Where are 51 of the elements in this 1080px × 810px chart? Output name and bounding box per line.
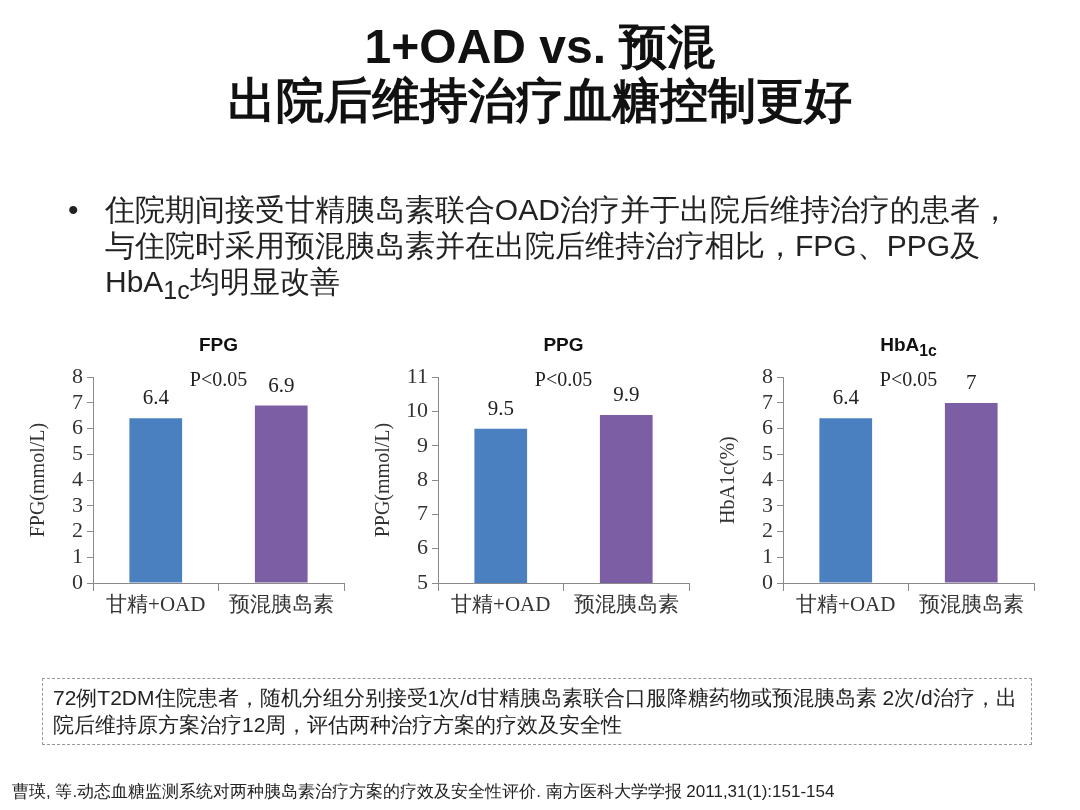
- data-label: 9.5: [487, 395, 514, 420]
- annotation: P<0.05: [534, 368, 593, 391]
- y-tick-label: 10: [406, 397, 428, 423]
- y-tick-label: 8: [72, 362, 83, 388]
- y-tick-label: 0: [72, 568, 83, 594]
- x-tick-label: 预混胰岛素: [918, 592, 1024, 617]
- y-tick-label: 6: [762, 414, 773, 440]
- annotation: P<0.05: [879, 368, 938, 391]
- y-tick-label: 8: [417, 465, 428, 491]
- y-tick-label: 5: [417, 568, 428, 594]
- y-tick-label: 7: [417, 500, 428, 526]
- y-tick-label: 4: [72, 465, 83, 491]
- y-tick-label: 4: [762, 465, 773, 491]
- data-label: 9.9: [613, 381, 640, 406]
- text: 72例T2DM住院患者，随机分组分别接受1次/d甘精胰岛素联合口服降糖药物或预混胰岛素 2次/d治疗，出院后维持原方案治疗12周，评估两种治疗方案的疗效及安全性: [42, 678, 1032, 745]
- x-tick-label: 预混胰岛素: [573, 592, 679, 617]
- text: 1+OAD vs. 预混: [363, 20, 717, 74]
- data-label: 7: [966, 369, 977, 394]
- y-tick-label: 5: [72, 440, 83, 466]
- chart-title: HbA$_{1c}$: [879, 333, 938, 360]
- y-tick-label: 8: [762, 362, 773, 388]
- y-tick-label: 2: [762, 517, 773, 543]
- y-tick-label: 3: [72, 491, 83, 517]
- y-tick-label: 2: [72, 517, 83, 543]
- y-tick-label: 11: [406, 362, 428, 388]
- y-axis-title: FPG(mmol/L): [26, 422, 50, 538]
- y-tick-label: 3: [762, 491, 773, 517]
- x-tick-label: 甘精+OAD: [796, 592, 896, 617]
- y-tick-label: 6: [417, 534, 428, 560]
- annotation: P<0.05: [189, 368, 248, 391]
- y-tick-label: 5: [762, 440, 773, 466]
- chart-title: FPG: [197, 333, 240, 357]
- y-tick-label: 9: [417, 431, 428, 457]
- y-tick-label: 7: [762, 388, 773, 414]
- y-axis-title: PPG(mmol/L): [371, 422, 395, 538]
- y-tick-label: 7: [72, 388, 83, 414]
- text: 出院后维持治疗血糖控制更好: [227, 74, 853, 128]
- data-label: 6.4: [142, 385, 170, 410]
- chart-title: PPG: [542, 333, 585, 357]
- x-tick-label: 预混胰岛素: [228, 592, 334, 617]
- y-axis-title: HbA1c(%): [716, 436, 740, 524]
- text: • 住院期间接受甘精胰岛素联合OAD治疗并于出院后维持治疗的患者，与住院时采用预混胰岛素并在出院后维持治疗相比，FPG、PPG及HbA$_{1c}$均明显改善: [67, 192, 1011, 306]
- data-label: 6.4: [832, 385, 860, 410]
- y-tick-label: 6: [72, 414, 83, 440]
- y-tick-label: 0: [762, 568, 773, 594]
- text: 曹瑛, 等.动态血糖监测系统对两种胰岛素治疗方案的疗效及安全性评价. 南方医科大学学报 2011,31(1):151-154: [12, 781, 836, 803]
- y-tick-label: 1: [762, 543, 773, 569]
- data-label: 6.9: [268, 372, 295, 397]
- y-tick-label: 1: [72, 543, 83, 569]
- x-tick-label: 甘精+OAD: [451, 592, 551, 617]
- x-tick-label: 甘精+OAD: [106, 592, 206, 617]
